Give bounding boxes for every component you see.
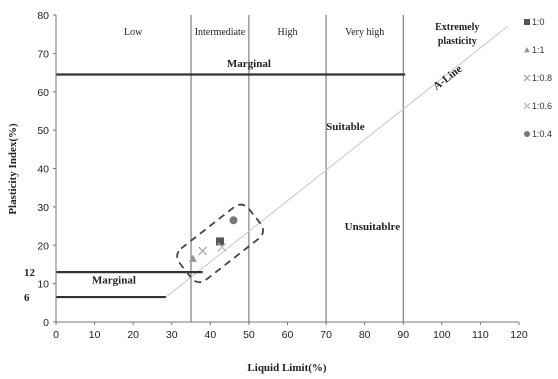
data-points	[188, 216, 238, 262]
x-tick-label: 60	[282, 329, 294, 341]
reference-lines	[56, 26, 508, 299]
data-point	[229, 216, 238, 225]
zone-label: plasticity	[438, 36, 477, 47]
a-line-label: A-Line	[431, 63, 464, 93]
x-tick-label: 100	[433, 329, 451, 341]
legend-label: 1:0.8	[532, 73, 552, 83]
x-tick-label: 110	[472, 329, 489, 341]
x-tick-label: 40	[204, 329, 216, 341]
y-tick-label: 30	[37, 202, 49, 214]
region-label: Suitable	[326, 121, 365, 133]
y-tick-label: 0	[43, 317, 49, 329]
data-point-stroke	[198, 246, 208, 256]
y-tick-label: 60	[37, 87, 49, 99]
zone-label: Intermediate	[195, 27, 246, 38]
region-label: Unsuitablre	[345, 221, 401, 233]
legend-label: 1:0	[532, 17, 545, 27]
x-tick-label: 0	[53, 329, 59, 341]
y-tick-label: 20	[37, 240, 49, 252]
zone-label: Very high	[345, 27, 384, 38]
a-line	[165, 26, 508, 298]
data-point	[217, 242, 227, 252]
tick-labels: 0 10 20 30 40 50 60 70 80 90 100 110 120 0 10 20 30 40 50 6…	[37, 10, 528, 341]
data-point	[188, 254, 197, 262]
annotation-label: 6	[24, 292, 30, 304]
data-point	[215, 237, 224, 246]
y-tick-label: 40	[37, 164, 49, 176]
legend-marker	[524, 131, 530, 137]
annotations: 12 6	[24, 267, 36, 304]
zone-boundaries	[190, 15, 404, 322]
region-label: Marginal	[227, 58, 271, 70]
legend-marker-stroke	[523, 74, 531, 82]
region-labels: Marginal Suitable Unsuitablre Marginal A-Lin…	[92, 58, 465, 287]
x-tick-label: 120	[510, 329, 528, 341]
legend-marker-stroke	[523, 102, 531, 110]
x-tick-label: 80	[359, 329, 371, 341]
axes	[53, 14, 520, 325]
x-tick-label: 10	[89, 329, 101, 341]
legend-label: 1:0.6	[532, 101, 552, 111]
data-point	[198, 246, 208, 256]
y-tick-label: 80	[37, 10, 49, 22]
y-tick-label: 70	[37, 48, 49, 60]
zone-label: Extremely	[435, 22, 479, 33]
data-point-stroke	[217, 242, 227, 252]
x-tick-label: 70	[320, 329, 332, 341]
y-axis-label: Plasticity Index(%)	[7, 123, 19, 215]
annotation-label: 12	[24, 267, 36, 279]
x-tick-label: 20	[127, 329, 139, 341]
legend-marker	[523, 74, 531, 82]
region-label: Marginal	[92, 275, 136, 287]
legend-marker	[524, 47, 530, 53]
x-tick-label: 30	[166, 329, 178, 341]
legend: 1:0 1:1 1:0.8 1:0.6 1:0.4	[523, 17, 552, 139]
x-tick-label: 90	[397, 329, 409, 341]
x-tick-label: 50	[243, 329, 255, 341]
zone-label: High	[278, 27, 298, 38]
legend-label: 1:0.4	[532, 129, 552, 139]
y-tick-label: 10	[37, 279, 49, 291]
legend-label: 1:1	[532, 45, 545, 55]
zone-label: Low	[124, 27, 143, 38]
x-axis-label: Liquid Limit(%)	[247, 362, 326, 374]
zone-labels: Low Intermediate High Very high Extremely pla…	[124, 22, 479, 47]
y-tick-label: 50	[37, 125, 49, 137]
legend-marker	[523, 102, 531, 110]
legend-marker	[524, 19, 530, 25]
